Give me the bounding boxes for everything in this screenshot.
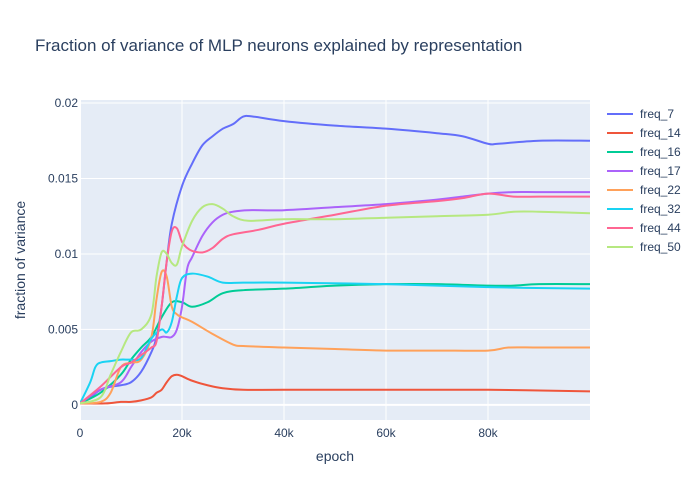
legend-item-freq-44[interactable]: freq_44 bbox=[607, 221, 681, 235]
series-line-freq-44 bbox=[80, 192, 590, 405]
x-tick-label: 80k bbox=[478, 426, 498, 440]
legend-label: freq_50 bbox=[640, 240, 681, 254]
legend-label: freq_16 bbox=[640, 145, 681, 159]
legend-label: freq_17 bbox=[640, 164, 681, 178]
y-tick-label: 0.005 bbox=[48, 322, 78, 336]
y-axis-ticks: 0 0.005 0.01 0.015 0.02 bbox=[48, 96, 78, 412]
legend-label: freq_44 bbox=[640, 221, 681, 235]
legend-item-freq-7[interactable]: freq_7 bbox=[607, 107, 674, 121]
legend-item-freq-14[interactable]: freq_14 bbox=[607, 126, 681, 140]
chart-title: Fraction of variance of MLP neurons expl… bbox=[35, 36, 522, 55]
series-lines bbox=[80, 114, 590, 405]
series-line-freq-7 bbox=[80, 114, 590, 405]
series-line-freq-32 bbox=[80, 272, 590, 404]
x-axis-ticks: 0 20k 40k 60k 80k bbox=[77, 426, 499, 440]
y-tick-label: 0 bbox=[71, 398, 78, 412]
legend-label: freq_7 bbox=[640, 107, 674, 121]
gridlines bbox=[79, 100, 590, 420]
legend-label: freq_22 bbox=[640, 183, 681, 197]
x-tick-label: 40k bbox=[274, 426, 294, 440]
y-tick-label: 0.02 bbox=[55, 96, 79, 110]
legend-item-freq-22[interactable]: freq_22 bbox=[607, 183, 681, 197]
y-tick-label: 0.01 bbox=[55, 247, 79, 261]
legend-item-freq-17[interactable]: freq_17 bbox=[607, 164, 681, 178]
plot-area bbox=[80, 100, 590, 420]
x-axis-title: epoch bbox=[316, 448, 354, 464]
legend-label: freq_32 bbox=[640, 202, 681, 216]
series-line-freq-50 bbox=[80, 203, 590, 405]
series-line-freq-16 bbox=[80, 282, 590, 405]
series-line-freq-14 bbox=[80, 373, 590, 405]
x-tick-label: 20k bbox=[172, 426, 192, 440]
y-tick-label: 0.015 bbox=[48, 171, 78, 185]
x-tick-label: 0 bbox=[77, 426, 84, 440]
y-axis-title: fraction of variance bbox=[12, 201, 28, 319]
legend-item-freq-32[interactable]: freq_32 bbox=[607, 202, 681, 216]
series-line-freq-17 bbox=[80, 190, 590, 405]
legend-item-freq-50[interactable]: freq_50 bbox=[607, 240, 681, 254]
x-tick-label: 60k bbox=[376, 426, 396, 440]
legend-label: freq_14 bbox=[640, 126, 681, 140]
legend[interactable]: freq_7 freq_14 freq_16 freq_17 freq_22 freq_3… bbox=[607, 107, 681, 254]
legend-item-freq-16[interactable]: freq_16 bbox=[607, 145, 681, 159]
